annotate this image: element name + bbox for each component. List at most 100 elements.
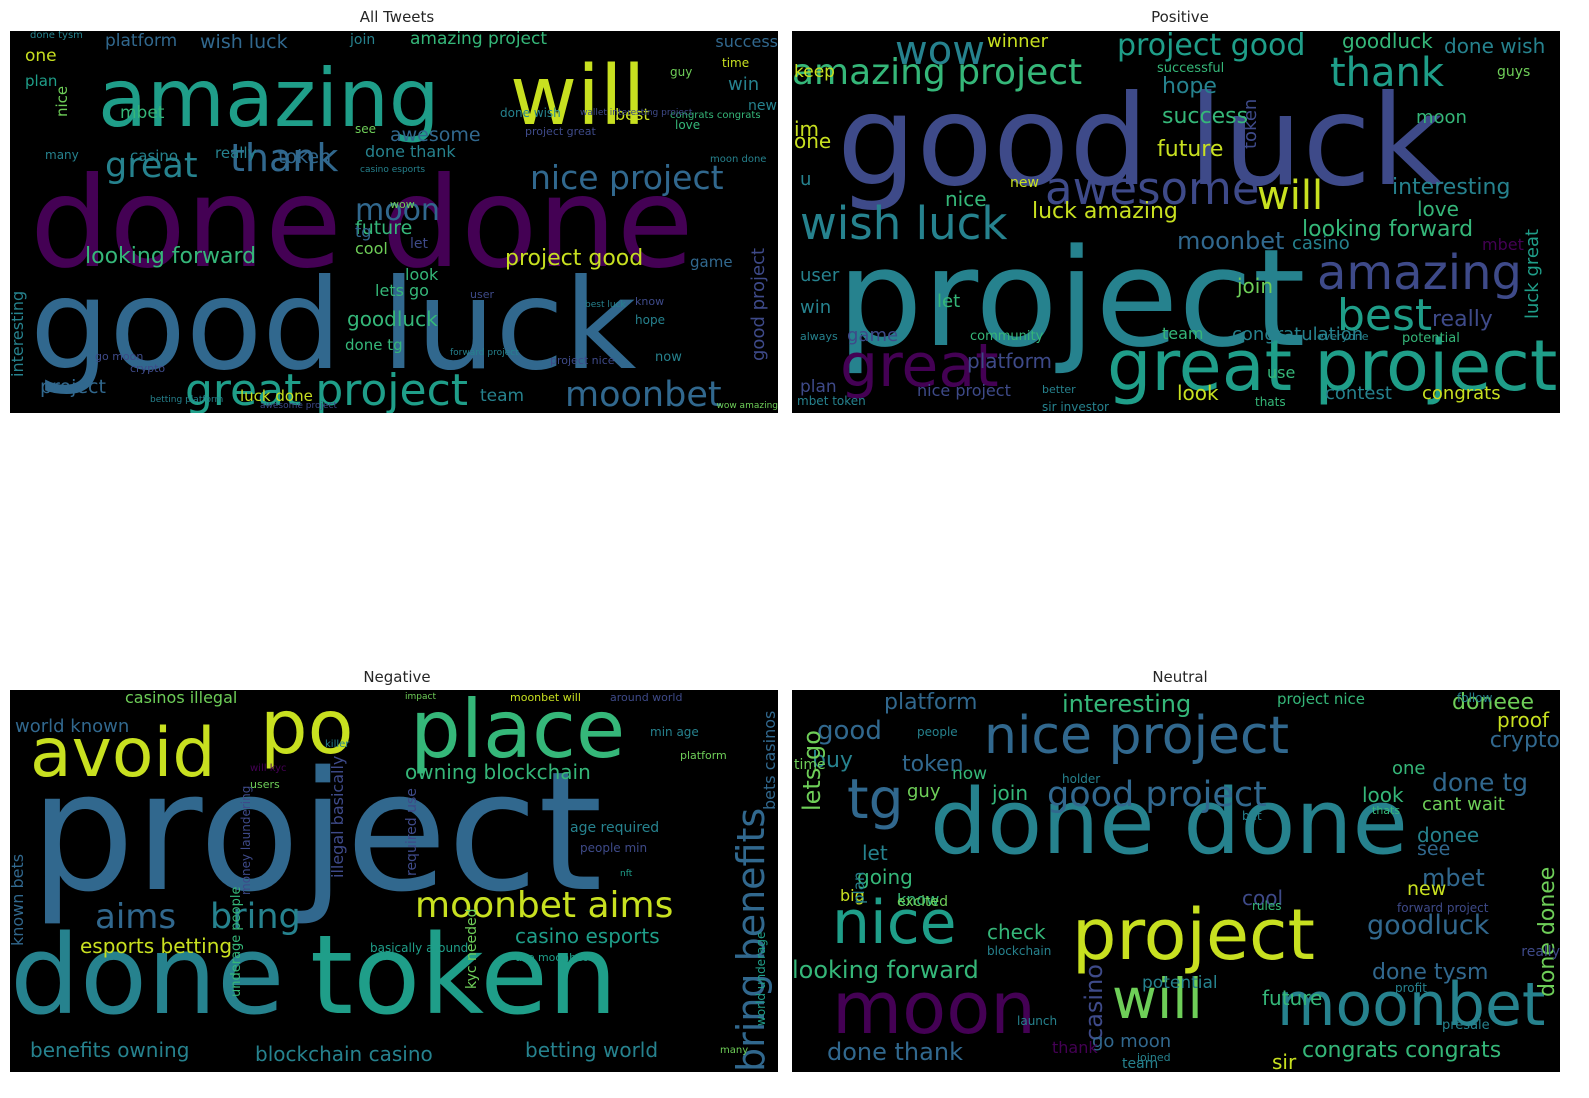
cloud-word: moonbet: [1177, 227, 1285, 255]
cloud-word: sir: [1272, 1050, 1297, 1072]
cloud-word: around world: [610, 691, 683, 704]
cloud-word: users: [250, 778, 280, 791]
cloud-word: see: [355, 122, 377, 136]
cloud-word: potential: [1142, 973, 1218, 993]
cloud-word: see: [1417, 838, 1451, 860]
cloud-word: profit: [1395, 981, 1427, 995]
cloud-word: best: [615, 105, 650, 124]
cloud-word: congratulation: [1232, 324, 1364, 345]
cloud-word: crypto: [130, 362, 166, 375]
cloud-word: guys: [1497, 64, 1531, 80]
cloud-word: excited: [897, 894, 948, 910]
cloud-word: done tg: [345, 336, 403, 354]
cloud-word: done thank: [365, 142, 456, 161]
cloud-word: know: [897, 890, 940, 909]
cloud-word: owning blockchain: [405, 760, 591, 784]
cloud-word: token: [278, 146, 332, 168]
cloud-word: guy: [670, 65, 693, 79]
cloud-word: good luck: [837, 69, 1444, 214]
cloud-word: token: [1240, 98, 1261, 149]
cloud-word: one: [1392, 758, 1426, 779]
cloud-word: will: [1112, 967, 1203, 1031]
cloud-word: better: [1042, 383, 1076, 396]
cloud-word: future: [1157, 137, 1224, 162]
cloud-word: avoid: [30, 714, 216, 793]
cloud-word: many: [45, 148, 79, 162]
cloud-word: time: [794, 757, 826, 773]
cloud-word: know: [635, 295, 665, 308]
cloud-word: interesting: [1062, 690, 1192, 718]
cloud-word: bring: [210, 897, 301, 937]
cloud-word: killer: [325, 739, 350, 750]
cloud-word: best: [1337, 290, 1433, 341]
cloud-word: really: [1521, 944, 1560, 960]
cloud-word: benefits owning: [30, 1038, 190, 1062]
cloud-word: mbet: [1422, 864, 1485, 892]
cloud-word: required use: [404, 787, 420, 876]
cloud-word: done tysm: [30, 31, 83, 41]
cloud-word: congrats congrats: [670, 110, 761, 121]
cloud-word: one: [794, 129, 832, 153]
cloud-word: presale: [1442, 1018, 1490, 1033]
cloud-word: casino: [1292, 233, 1350, 254]
cloud-word: win: [728, 74, 760, 95]
cloud-word: basically around: [370, 941, 469, 955]
cloud-word: done thank: [827, 1038, 963, 1066]
cloud-word: moon: [355, 193, 440, 228]
cloud-word: luck amazing: [1032, 199, 1178, 224]
cloud-word: awesome: [1045, 162, 1260, 215]
cloud-word: go moon: [95, 350, 144, 363]
cloud-word: platform: [967, 349, 1052, 373]
cloud-word: impact: [405, 692, 436, 702]
cloud-word: time: [722, 56, 750, 70]
cloud-word: platform: [105, 31, 178, 51]
cloud-word: moonbet: [1277, 970, 1546, 1040]
cloud-word: best luck: [585, 300, 626, 310]
cloud-word: looking forward: [792, 956, 979, 984]
cloud-word: done tysm: [1372, 960, 1489, 985]
cloud-word: done done: [930, 770, 1408, 875]
cloud-word: good project: [748, 247, 769, 361]
cloud-word: betting platform: [150, 395, 224, 405]
cloud-word: join: [992, 781, 1029, 805]
cloud-word: im: [794, 117, 820, 141]
cloud-word: team: [1122, 1056, 1159, 1072]
cloud-word: look: [405, 265, 439, 284]
cloud-word: check: [987, 920, 1046, 944]
cloud-word: mbet: [1482, 235, 1524, 254]
cloud-word: doneee: [1452, 690, 1534, 715]
cloud-word: casino esports: [360, 165, 426, 175]
cloud-word: known bets: [10, 853, 27, 946]
cloud-word: moonbet: [565, 375, 722, 413]
cloud-word: looking forward: [85, 244, 257, 269]
cloud-word: moonbet aims: [415, 885, 674, 926]
cloud-word: good project: [1047, 775, 1267, 815]
cloud-word: min age: [650, 725, 699, 739]
cloud-word: guy: [907, 781, 941, 802]
cloud-word: project: [30, 736, 603, 928]
cloud-word: world underage: [754, 931, 768, 1026]
cloud-word: aims: [95, 897, 177, 937]
cloud-word: buy: [812, 748, 853, 773]
cloud-word: plan: [850, 871, 868, 904]
cloud-word: thank: [1052, 1038, 1098, 1057]
cloud-word: done: [10, 911, 285, 1039]
panel-title-neutral: Neutral: [1152, 668, 1208, 686]
cloud-word: nft: [620, 869, 633, 879]
cloud-word: forward project: [450, 348, 519, 358]
cloud-word: rules: [1252, 899, 1282, 913]
cloud-word: wow: [895, 31, 985, 74]
cloud-word: hope: [1162, 74, 1217, 99]
cloud-word: done wish: [1444, 34, 1546, 58]
cloud-word: token: [310, 911, 618, 1039]
cloud-word: platform: [680, 749, 727, 762]
cloud-word: luck great: [1522, 228, 1543, 319]
cloud-word: team: [480, 386, 525, 406]
cloud-word: casino: [1080, 964, 1108, 1042]
cloud-word: look: [1177, 381, 1219, 405]
cloud-word: great project: [1107, 325, 1558, 407]
cloud-word: follow: [1457, 691, 1493, 705]
cloud-word: po: [260, 690, 354, 771]
cloud-word: one: [25, 46, 57, 66]
cloud-word: now: [952, 764, 988, 784]
